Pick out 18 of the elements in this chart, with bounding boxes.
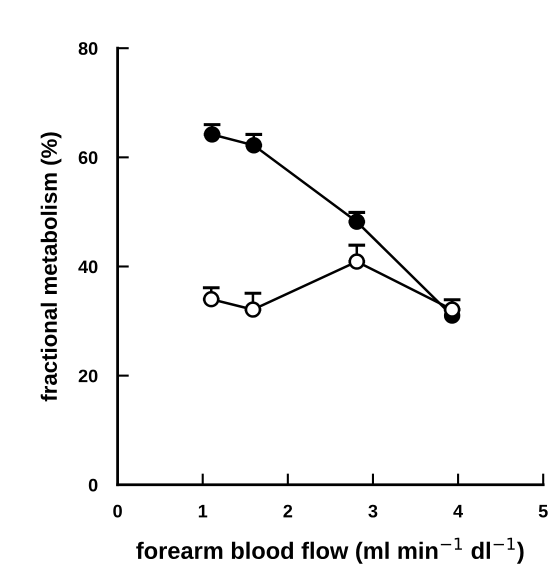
point <box>246 137 262 154</box>
y-tick-label: 20 <box>78 370 98 382</box>
x-tick-label: 5 <box>538 504 548 518</box>
x-tick-label: 1 <box>198 504 208 518</box>
y-axis-title: fractional metabolism (%) <box>40 132 62 402</box>
point <box>203 291 220 308</box>
y-tick-label: 0 <box>88 478 98 492</box>
point <box>244 301 262 318</box>
x-tick-label: 3 <box>368 504 378 518</box>
x-tick-label: 4 <box>453 504 464 518</box>
x-tick-label: 0 <box>113 504 122 518</box>
point <box>348 214 365 230</box>
y-tick-label: 60 <box>78 151 98 164</box>
x-axis-title: forearm blood flow (ml min$^{−1}$ dl$^{−1}$) <box>136 538 524 564</box>
x-tick-label: 2 <box>283 504 292 518</box>
y-tick-label: 40 <box>78 260 98 274</box>
y-tick-label: 80 <box>78 42 98 55</box>
point <box>348 253 365 270</box>
